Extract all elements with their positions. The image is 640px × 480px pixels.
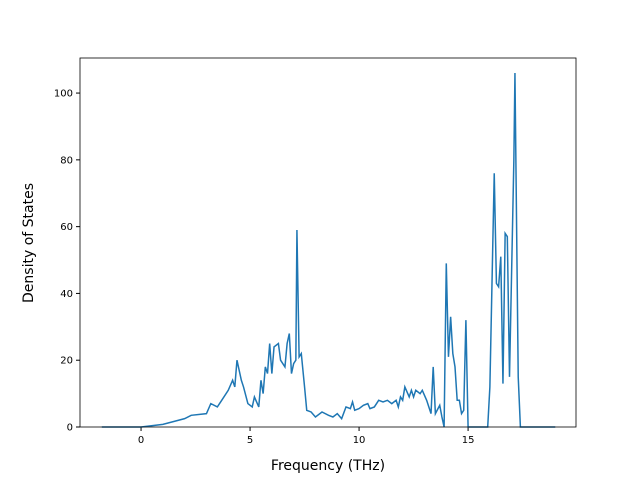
y-tick-label: 100 (54, 89, 73, 100)
y-tick-label: 40 (60, 289, 73, 300)
x-tick-label: 5 (247, 435, 253, 446)
x-tick-label: 10 (353, 435, 366, 446)
x-tick-label: 0 (138, 435, 144, 446)
y-axis-label: Density of States (21, 183, 37, 303)
x-tick-label: 15 (462, 435, 475, 446)
x-axis-label: Frequency (THz) (271, 458, 385, 474)
y-tick-label: 0 (67, 423, 73, 434)
y-tick-label: 80 (60, 155, 73, 166)
y-tick-label: 20 (60, 356, 73, 367)
line-series (101, 73, 556, 428)
y-tick-label: 60 (60, 222, 73, 233)
plot-frame (79, 57, 577, 428)
